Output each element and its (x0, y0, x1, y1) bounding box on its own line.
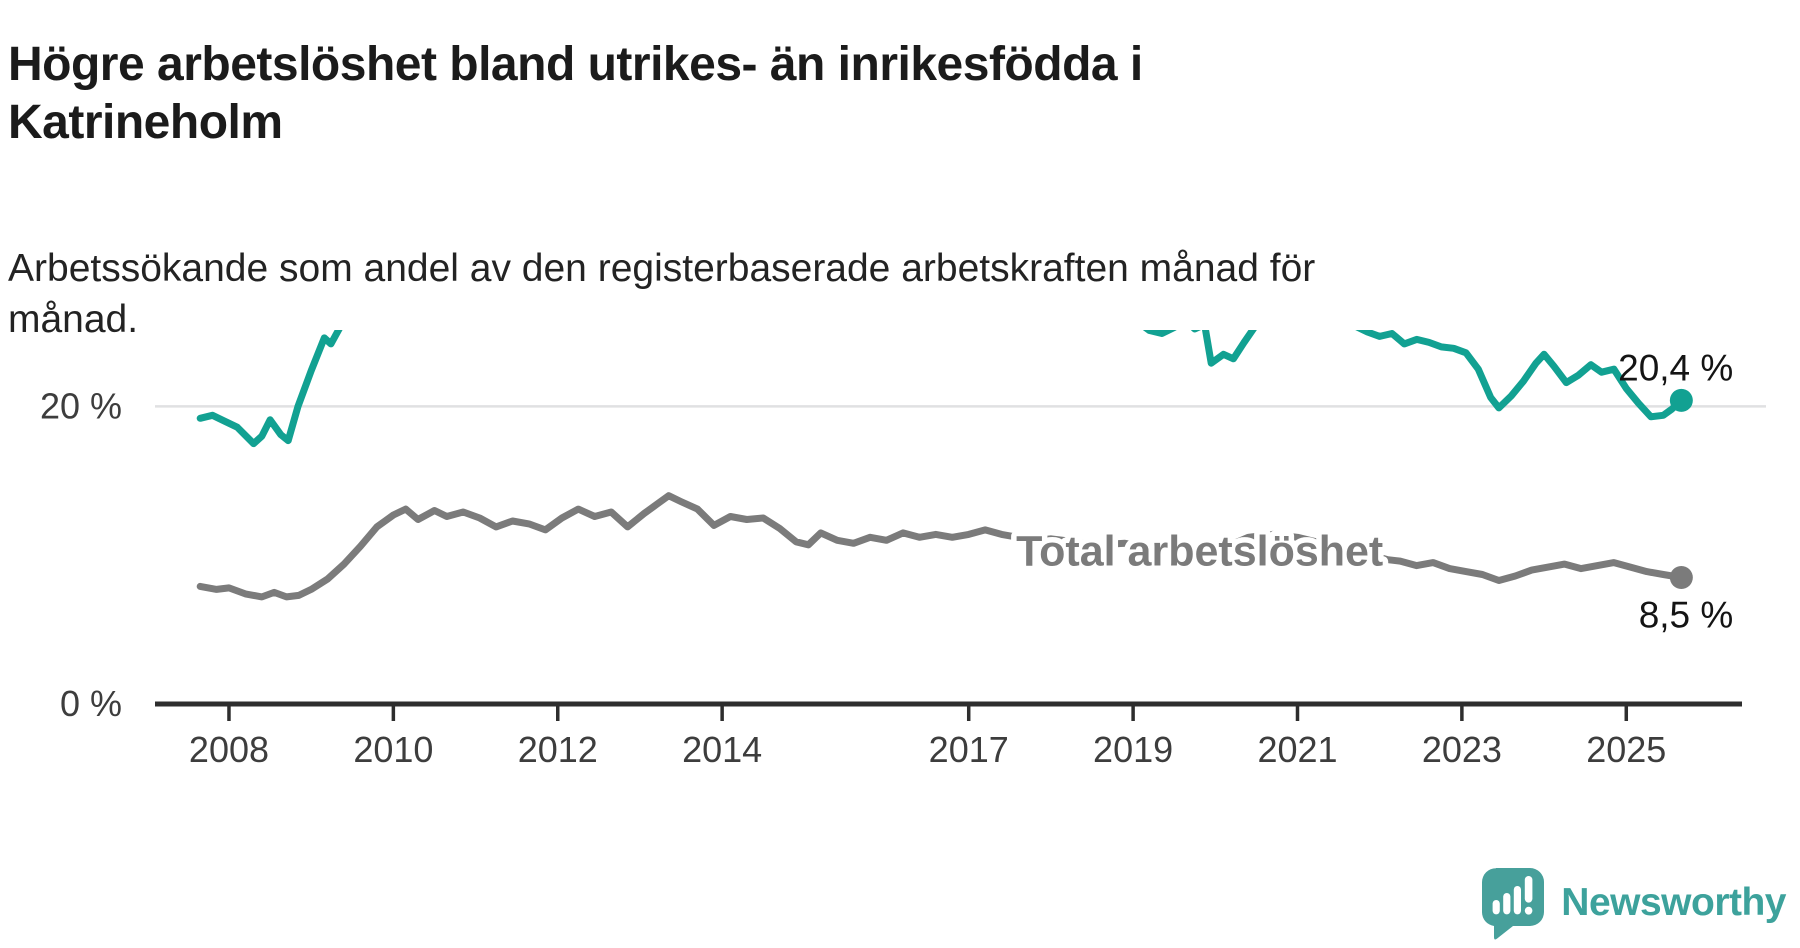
speech-bubble-shape (1482, 868, 1545, 940)
y-tick-label-0: 0 % (60, 683, 122, 724)
newsworthy-speech-bubble-chart-icon (1482, 868, 1545, 940)
subtitle-line-1: Arbetssökande som andel av den registerb… (8, 247, 1316, 290)
x-tick-label-2010: 2010 (353, 729, 433, 770)
series-line-total (196, 492, 1685, 601)
end-value-label-utlandsfodda: 20,4 % (1618, 347, 1733, 388)
bar-small (1492, 900, 1501, 915)
newsworthy-branding: Newsworthy (1480, 866, 1786, 940)
newsworthy-wordmark: Newsworthy (1561, 881, 1786, 924)
x-tick-label-2012: 2012 (518, 729, 598, 770)
end-value-label-total: 8,5 % (1639, 595, 1734, 636)
end-dot-total (1669, 566, 1693, 590)
series-line-utlandsfodda (196, 161, 1685, 448)
x-tick-label-2017: 2017 (929, 729, 1009, 770)
x-tick-label-2019: 2019 (1093, 729, 1173, 770)
x-tick-label-2021: 2021 (1257, 729, 1337, 770)
series-label-total: Total arbetslöshet (1016, 528, 1383, 576)
x-tick-label-2008: 2008 (189, 729, 269, 770)
x-tick-label-2023: 2023 (1422, 729, 1502, 770)
title-line-2: Katrineholm (8, 95, 283, 149)
end-dot-utlandsfodda (1669, 388, 1693, 412)
x-tick-label-2025: 2025 (1586, 729, 1666, 770)
title-line-1: Högre arbetslöshet bland utrikes- än inr… (8, 38, 1143, 92)
unemployment-line-chart: 2008 2010 2012 2014 2017 2019 2021 2023 2025 0 % 2… (40, 88, 1766, 770)
subtitle-line-2: månad. (8, 298, 139, 342)
exclamation-dot (1525, 906, 1533, 915)
x-tick-label-2014: 2014 (682, 729, 762, 770)
bar-large (1514, 886, 1522, 915)
chart-subtitle: Arbetssökande som andel av den registerb… (8, 243, 1315, 346)
y-tick-label-20: 20 % (40, 385, 122, 426)
page-title: Högre arbetslöshet bland utrikes- än inr… (8, 36, 1143, 151)
bar-medium (1503, 893, 1511, 915)
line-chart-area: 2008 2010 2012 2014 2017 2019 2021 2023 2025 0 % 2… (0, 88, 1800, 830)
exclamation-bar (1525, 876, 1533, 903)
